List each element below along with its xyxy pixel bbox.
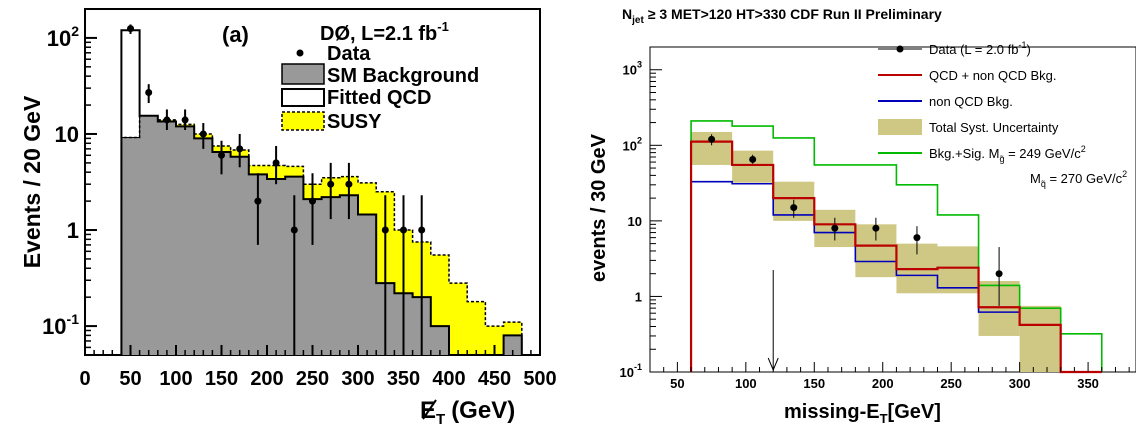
y-tick-label: 102 [47, 23, 79, 51]
data-point [181, 116, 189, 124]
legend-syst-swatch [878, 119, 922, 135]
data-point [749, 155, 757, 163]
right-chart: Njet ≥ 3 MET>120 HT>330 CDF Run II Prelim… [588, 6, 1136, 426]
x-tick-label: 0 [79, 368, 90, 390]
y-tick-label: 10-1 [42, 311, 79, 339]
y-tick-label: 10 [628, 214, 642, 229]
cut-arrow-head [767, 357, 779, 372]
x-tick-label: 300 [1009, 376, 1031, 391]
y-tick-label: 1 [67, 218, 79, 243]
legend-data-label: Data [327, 43, 371, 65]
legend-susy-label: SUSY [327, 111, 382, 133]
x-tick-label: 500 [523, 368, 556, 390]
data-point [254, 197, 262, 205]
x-tick-label: 150 [205, 368, 238, 390]
legend-nonqcd-label: non QCD Bkg. [929, 94, 1013, 109]
data-point [831, 224, 839, 232]
legend-data-marker [296, 49, 304, 57]
left-chart: 0 50 100 150 200 250 300 350 400 450 500 10-1 1 10 102… [19, 8, 557, 428]
x-tick-label: 50 [119, 368, 141, 390]
sm-fill [121, 115, 541, 356]
right-data-points [708, 134, 1003, 306]
data-point [995, 270, 1003, 278]
data-point [163, 116, 171, 124]
legend-susy-swatch [281, 111, 325, 131]
legend-qcd-label: QCD + non QCD Bkg. [929, 68, 1057, 83]
data-point [218, 151, 225, 159]
data-point [708, 135, 716, 143]
y-tick-label: 103 [623, 60, 642, 78]
y-tick-label: 10 [55, 122, 79, 147]
data-point [400, 226, 407, 234]
right-axis-ticks: 50 100 150 200 250 300 350 10-1 1 10 102 103 [620, 46, 1130, 391]
x-tick-label: 350 [387, 368, 420, 390]
left-panel-label: (a) [222, 22, 249, 47]
data-point [309, 197, 316, 205]
left-experiment-label: DØ, L=2.1 fb-1 [320, 19, 449, 45]
data-point [418, 226, 426, 234]
data-point [236, 145, 244, 153]
data-point [327, 180, 335, 188]
left-xlabel-slash [422, 399, 437, 420]
x-tick-label: 100 [159, 368, 192, 390]
qcd-total-line [689, 140, 1102, 374]
y-tick-label: 1 [635, 289, 642, 304]
right-plot-frame [649, 46, 1136, 373]
legend-data-marker [896, 45, 904, 53]
legend-sm-label: SM Background [327, 65, 479, 87]
x-tick-label: 150 [803, 376, 825, 391]
legend-squark-label: Mq̃ = 270 GeV/c2 [1030, 169, 1127, 189]
data-point [290, 226, 298, 234]
right-title: Njet ≥ 3 MET>120 HT>330 CDF Run II Prelim… [622, 6, 942, 26]
right-legend: Data (L = 2.0 fb-1) QCD + non QCD Bkg. n… [878, 40, 1127, 189]
right-syst-band [691, 132, 1061, 372]
x-tick-label: 50 [670, 376, 684, 391]
legend-qcd-label: Fitted QCD [327, 87, 431, 109]
left-ylabel: Events / 20 GeV [19, 95, 45, 268]
y-tick-label: 102 [623, 135, 642, 153]
legend-syst-label: Total Syst. Uncertainty [929, 120, 1059, 135]
data-point [913, 234, 921, 242]
data-point [127, 25, 134, 33]
legend-qcd-swatch [281, 88, 325, 107]
x-tick-label: 350 [1077, 376, 1099, 391]
right-histogram-lines [689, 120, 1103, 374]
x-tick-label: 250 [296, 368, 329, 390]
right-xlabel: missing-ET[GeV] [784, 401, 941, 426]
signal-line [690, 120, 1103, 372]
left-data-points [127, 24, 426, 355]
legend-signal-label: Bkg.+Sig. Mg̃ = 249 GeV/c2 [929, 144, 1086, 164]
legend-data-label: Data (L = 2.0 fb-1) [929, 40, 1031, 57]
data-point [272, 159, 280, 167]
left-legend: Data SM Background Fitted QCD SUSY [281, 43, 479, 133]
x-tick-label: 250 [940, 376, 962, 391]
legend-sm-swatch [281, 63, 325, 85]
data-point [199, 130, 207, 138]
x-tick-label: 450 [478, 368, 511, 390]
x-tick-label: 300 [341, 368, 374, 390]
cut-arrow [767, 270, 779, 372]
left-axis-ticks: 0 50 100 150 200 250 300 350 400 450 500 10-1 1 10 102 [42, 8, 557, 390]
data-point [790, 204, 798, 212]
x-tick-label: 400 [432, 368, 465, 390]
syst-band-bin [937, 246, 979, 294]
x-tick-label: 100 [735, 376, 757, 391]
right-ylabel: events / 30 GeV [588, 133, 610, 282]
x-tick-label: 200 [872, 376, 894, 391]
data-point [345, 180, 353, 188]
data-point [381, 226, 389, 234]
data-point [145, 89, 153, 97]
data-point [872, 224, 880, 232]
y-tick-label: 10-1 [620, 362, 642, 380]
syst-band-bin [1019, 305, 1061, 372]
x-tick-label: 200 [250, 368, 283, 390]
